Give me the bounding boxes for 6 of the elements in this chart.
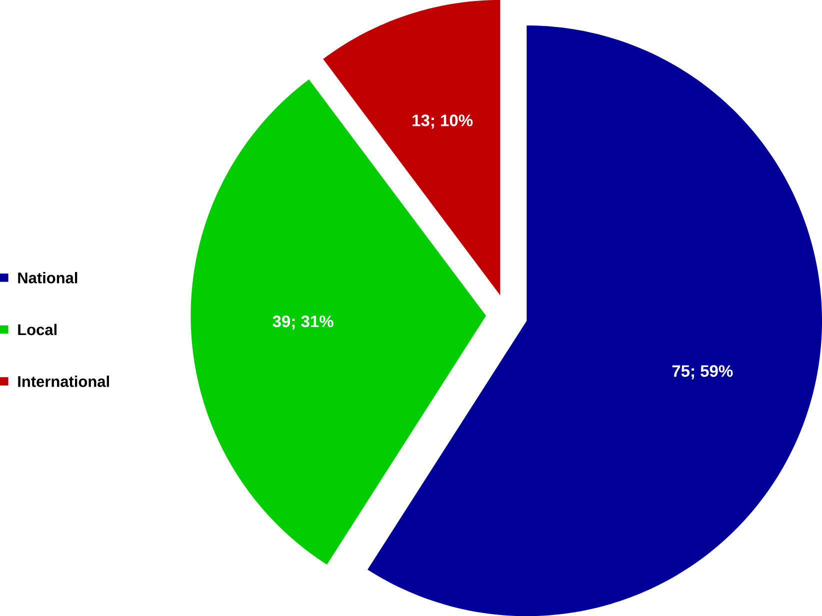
data-label: 13; 10% — [412, 114, 473, 129]
legend-label: International — [18, 376, 109, 387]
data-label: 39; 31% — [272, 315, 334, 330]
legend-label: National — [18, 272, 78, 284]
legend-label: Local — [18, 324, 56, 336]
data-label: 75; 59% — [672, 365, 733, 380]
